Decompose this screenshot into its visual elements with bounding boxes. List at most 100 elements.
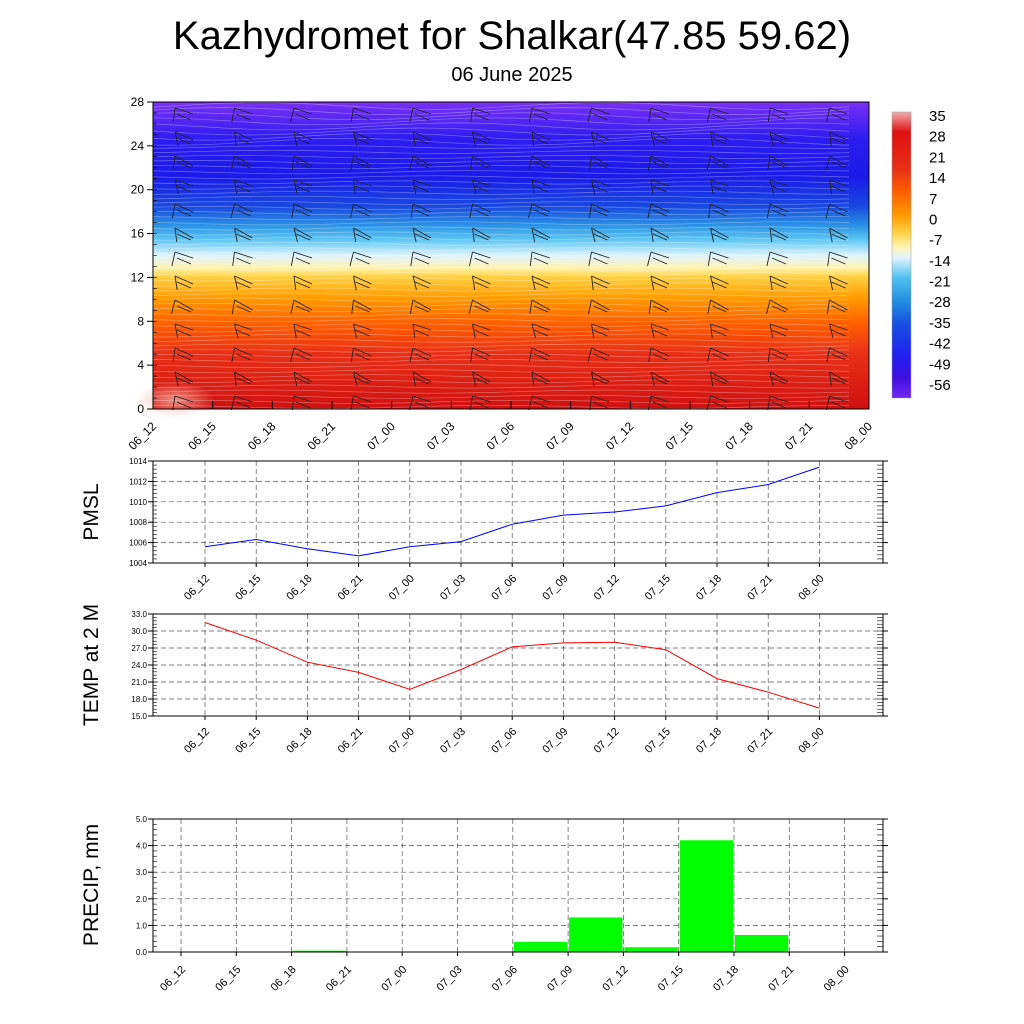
wind-barb-staff (353, 227, 357, 243)
wind-barb-staff (349, 251, 354, 267)
contour-line (152, 323, 850, 328)
x-tick-label: 07_09 (540, 573, 570, 603)
wind-barb-staff (171, 203, 176, 219)
wind-barb-staff (174, 275, 178, 291)
y-tick-label: 1010 (129, 498, 147, 507)
wind-barb-flag (412, 347, 432, 357)
wind-barb-flag (474, 281, 489, 289)
wind-barb-flag (353, 347, 372, 357)
wind-barb-flag (593, 161, 608, 169)
wind-barb-flag (531, 371, 551, 383)
wind-barb-flag (295, 305, 311, 313)
precip-y-axis: 0.0 1.0 2.0 3.0 4.0 5.0 (136, 815, 888, 957)
wind-barb-staff (291, 203, 295, 219)
wind-barb-staff (591, 131, 595, 147)
contour-line (152, 384, 850, 389)
colorbar-labels: 35 28 21 14 7 0 -7 -14 -21 -28 -35 -42 -49 -56 (929, 108, 951, 394)
x-tick-label: 07_21 (782, 419, 816, 453)
contour-line (152, 313, 850, 318)
x-tick-label: 07_09 (540, 726, 570, 756)
x-tick-label: 06_21 (305, 419, 339, 453)
y-tick-label: 24 (131, 139, 145, 153)
wind-barb-flag (353, 107, 372, 115)
y-tick-label: 1014 (129, 457, 147, 466)
wind-barb-flag (176, 281, 192, 289)
wind-barb-flag (712, 161, 727, 169)
wind-barb-flag (829, 347, 848, 357)
wind-barb-flag (414, 401, 430, 409)
wind-barb-staff (647, 251, 652, 267)
wind-barb-flag (176, 353, 192, 361)
colorbar-label: 14 (929, 170, 946, 187)
contour-line (152, 241, 850, 246)
wind-barb-staff (174, 227, 178, 243)
wind-barb-staff (766, 203, 771, 219)
wind-barb-staff (591, 179, 596, 195)
wind-barb-flag (353, 323, 372, 331)
x-tick-label: 06_21 (336, 573, 366, 603)
wind-barb-flag (531, 395, 551, 403)
wind-barb-flag (174, 371, 194, 383)
contour-line (152, 302, 850, 307)
x-tick-label: 07_00 (387, 573, 417, 603)
wind-barb-flag (295, 185, 311, 193)
wind-barb-flag (829, 299, 848, 311)
wind-barb-staff (825, 395, 830, 411)
wind-barb-flag (176, 233, 192, 241)
wind-barb-flag (176, 209, 192, 217)
wind-barb-staff (290, 299, 295, 315)
wind-barb-staff (769, 371, 774, 387)
colorbar-label: -14 (929, 253, 951, 270)
wind-barb-flag (829, 155, 848, 167)
wind-barb-flag (591, 371, 610, 383)
contour-line (152, 297, 850, 302)
wind-barb-staff (706, 155, 711, 171)
wind-barb-flag (591, 275, 610, 285)
wind-barb-flag (593, 281, 608, 289)
wind-barb-staff (650, 323, 655, 339)
wind-barb-flag (174, 323, 194, 331)
wind-barb-staff (231, 107, 235, 123)
wind-barb-flag (472, 155, 491, 167)
wind-barb-staff (472, 131, 477, 147)
wind-barb-staff (353, 371, 358, 387)
wind-barb-staff (234, 227, 238, 243)
wind-barb-flag (531, 155, 551, 167)
wind-barb-staff (353, 179, 356, 195)
x-tick-label: 06_12 (182, 726, 212, 756)
x-tick-label: 06_18 (284, 573, 314, 603)
wind-barb-staff (829, 323, 834, 339)
wind-barb-flag (355, 233, 370, 241)
wind-barb-flag (712, 329, 727, 337)
y-tick-label: 18.0 (131, 695, 147, 704)
wind-barb-flag (771, 113, 787, 121)
wind-barb-staff (468, 251, 473, 267)
wind-barb-flag (176, 137, 192, 145)
wind-barb-staff (409, 155, 414, 171)
wind-barb-flag (769, 131, 789, 141)
contour-line (152, 127, 850, 136)
wind-barb-staff (410, 251, 414, 267)
wind-barb-staff (531, 275, 536, 291)
colorbar-label: -49 (929, 356, 951, 373)
wind-barb-staff (587, 299, 592, 315)
wind-barb-staff (591, 227, 596, 243)
wind-barb-flag (769, 203, 789, 213)
wind-barb-staff (470, 347, 473, 363)
wind-barb-flag (355, 185, 370, 193)
contour-line (152, 287, 850, 292)
x-tick-label: 08_00 (796, 726, 826, 756)
wind-barb-staff (766, 251, 771, 267)
wind-barb-staff (234, 179, 238, 195)
wind-barb-staff (589, 155, 592, 171)
y-tick-label: 20 (131, 183, 145, 197)
wind-barb-flag (234, 347, 253, 357)
wind-barb-flag (593, 185, 608, 193)
wind-barb-staff (587, 347, 592, 363)
wind-barb-flag (472, 371, 491, 383)
wind-barb-staff (826, 347, 830, 363)
temp2m-grid (153, 613, 883, 717)
wind-barb-flag (355, 161, 370, 169)
wind-barb-flag (652, 401, 668, 409)
y-tick-label: 24.0 (131, 661, 147, 670)
